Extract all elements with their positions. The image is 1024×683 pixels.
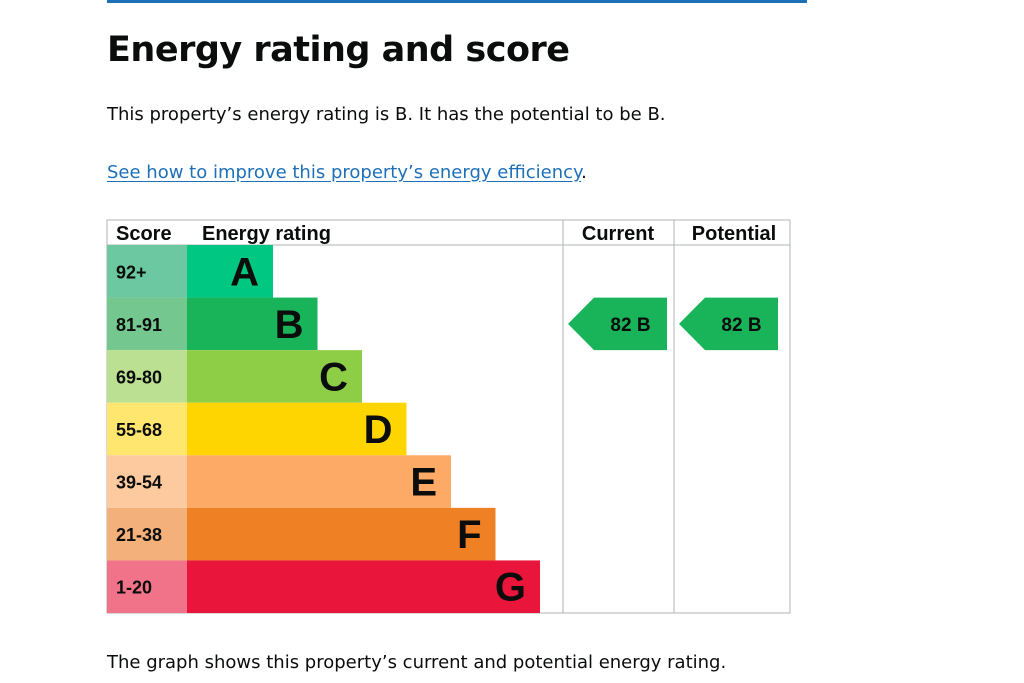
score-cell-a (107, 245, 187, 298)
column-header-current: Current (582, 223, 655, 245)
current-rating-arrow (568, 297, 667, 351)
score-range-label-c: 69-80 (116, 367, 162, 387)
column-header-potential: Potential (692, 223, 776, 245)
score-range-label-b: 81-91 (116, 315, 162, 335)
score-range-label-f: 21-38 (116, 525, 162, 545)
potential-rating-label: 82 B (721, 315, 761, 336)
rating-bar-f (187, 507, 496, 561)
rating-bar-e (187, 455, 451, 508)
rating-bar-a (187, 245, 273, 298)
rating-letter-e: E (410, 461, 437, 505)
column-header-energy-rating: Energy rating (202, 223, 331, 245)
page-title: Energy rating and score (107, 30, 570, 70)
rating-letter-a: A (230, 250, 259, 294)
improve-link-suffix: . (581, 162, 587, 183)
score-range-label-d: 55-68 (116, 420, 162, 440)
rating-bar-d (187, 402, 407, 456)
score-cell-b (107, 297, 187, 351)
score-cell-g (107, 560, 187, 613)
rating-bar-b (187, 297, 318, 351)
top-rule (107, 0, 807, 3)
potential-rating-arrow (679, 297, 778, 351)
column-header-score: Score (116, 223, 172, 245)
improve-efficiency-link[interactable]: See how to improve this property’s energ… (107, 162, 582, 183)
score-range-label-a: 92+ (116, 262, 147, 282)
rating-letter-d: D (364, 408, 393, 452)
rating-bar-c (187, 350, 362, 403)
score-range-label-e: 39-54 (116, 473, 162, 493)
rating-letter-b: B (275, 303, 304, 347)
improve-paragraph: See how to improve this property’s energ… (107, 162, 587, 183)
score-cell-c (107, 350, 187, 403)
rating-letter-f: F (457, 513, 481, 557)
rating-summary: This property’s energy rating is B. It h… (107, 104, 666, 125)
score-range-label-g: 1-20 (116, 578, 152, 598)
current-rating-label: 82 B (610, 315, 650, 336)
rating-letter-c: C (319, 355, 348, 399)
score-cell-d (107, 402, 187, 456)
chart-description: The graph shows this property’s current … (107, 652, 727, 673)
score-cell-f (107, 507, 187, 561)
rating-letter-g: G (495, 566, 526, 610)
rating-bar-g (187, 560, 540, 613)
score-cell-e (107, 455, 187, 508)
